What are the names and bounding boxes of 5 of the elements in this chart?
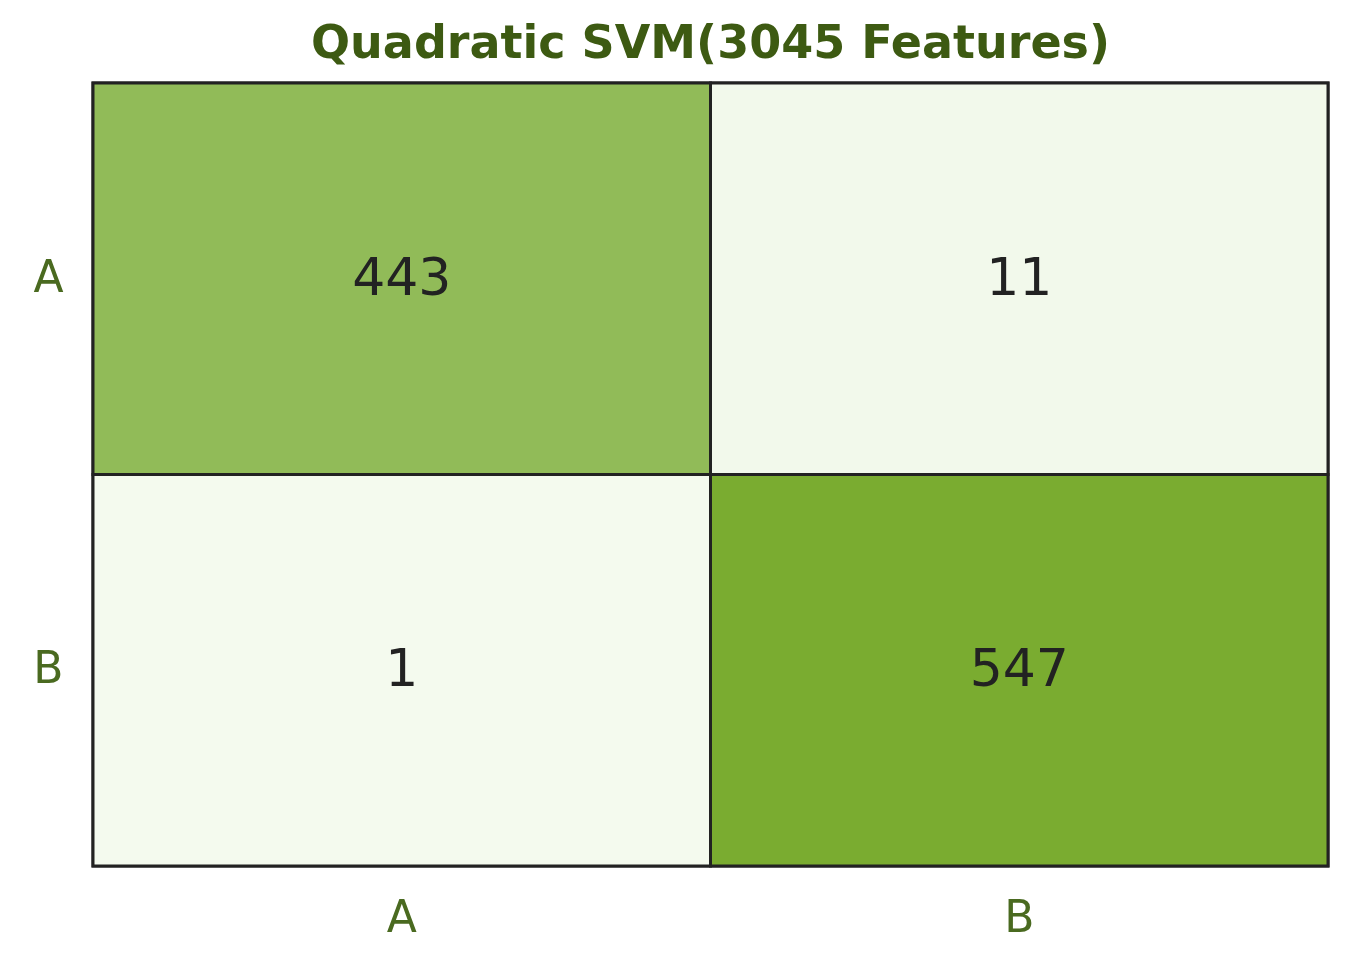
data-label: 547 — [969, 638, 1069, 699]
data-label: 1 — [385, 638, 419, 699]
chart-title: Quadratic SVM(3045 Features) — [311, 14, 1110, 69]
data-label: 11 — [986, 246, 1053, 307]
data-label: 443 — [352, 246, 452, 307]
